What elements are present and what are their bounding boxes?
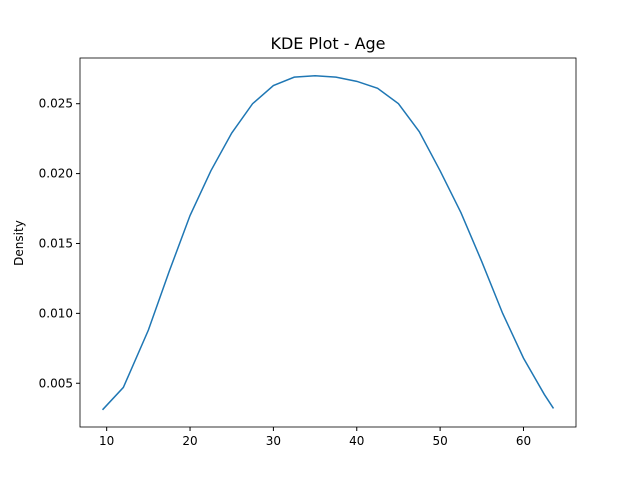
y-tick-label: 0.005 [39,376,73,390]
chart-title: KDE Plot - Age [270,34,385,53]
line [101,74,555,411]
x-tick-label: 10 [99,434,114,448]
x-tick-label: 50 [432,434,447,448]
y-tick-label: 0.025 [39,97,73,111]
y-axis-label: Density [12,220,26,266]
x-tick-label: 30 [266,434,281,448]
y-tick-label: 0.015 [39,236,73,250]
x-tick-label: 60 [516,434,531,448]
y-tick-label: 0.010 [39,306,73,320]
x-tick-label: 40 [349,434,364,448]
plot-frame [79,57,577,428]
x-tick-label: 20 [182,434,197,448]
y-tick-label: 0.020 [39,167,73,181]
